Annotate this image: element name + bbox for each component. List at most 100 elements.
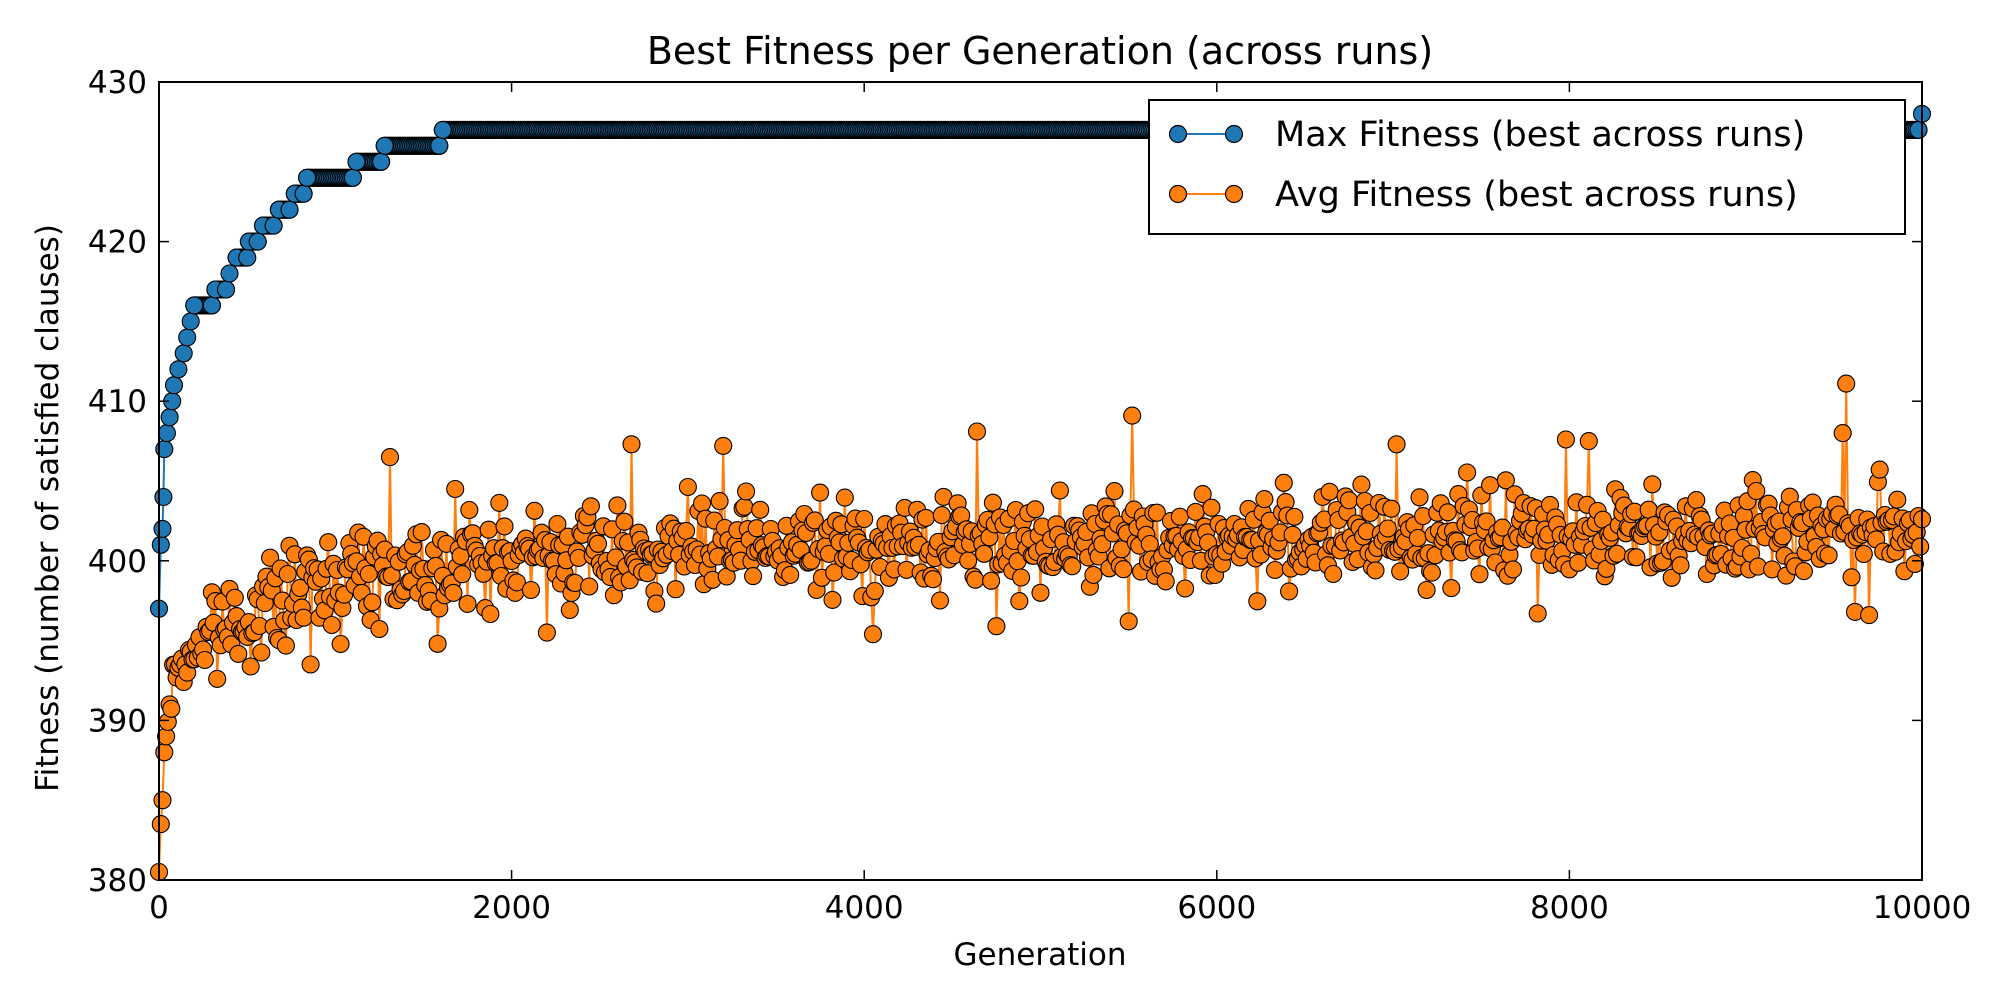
avg-fitness-point (1050, 481, 1069, 500)
avg-fitness-point (1255, 490, 1274, 509)
avg-fitness-point (622, 435, 641, 454)
y-tick-label: 410 (88, 384, 147, 420)
avg-fitness-point (1819, 546, 1838, 565)
avg-fitness-point (615, 512, 634, 531)
x-axis-label: Generation (954, 937, 1127, 973)
avg-fitness-point (982, 571, 1001, 590)
avg-fitness-point (208, 669, 227, 688)
legend-label-avg: Avg Fitness (best across runs) (1275, 175, 1798, 215)
avg-fitness-point (548, 514, 567, 534)
x-tick-label: 8000 (1530, 890, 1609, 926)
avg-fitness-point (1417, 580, 1436, 600)
avg-fitness-point (363, 593, 382, 612)
max-fitness-point (178, 328, 197, 347)
avg-fitness-point (1378, 519, 1397, 538)
avg-fitness-point (823, 590, 842, 609)
avg-fitness-point (276, 636, 295, 655)
avg-fitness-point (229, 644, 248, 663)
avg-fitness-point (1248, 592, 1267, 611)
avg-fitness-point (1639, 500, 1658, 519)
avg-fitness-point (1010, 592, 1029, 611)
avg-fitness-point (1470, 565, 1489, 584)
avg-fitness-point (967, 422, 987, 441)
max-fitness-point (372, 152, 391, 171)
max-fitness-point (264, 216, 283, 235)
avg-fitness-point (1170, 507, 1189, 526)
avg-fitness-point (490, 493, 509, 512)
avg-fitness-point (923, 570, 943, 589)
avg-fitness-point (319, 533, 338, 552)
max-fitness-point (433, 120, 452, 139)
avg-fitness-point (446, 479, 465, 499)
avg-fitness-point (1422, 563, 1441, 582)
avg-fitness-point (537, 623, 556, 642)
avg-fitness-point (959, 551, 978, 570)
avg-fitness-point (1870, 460, 1889, 479)
max-fitness-point (343, 168, 362, 187)
avg-fitness-point (1031, 583, 1050, 602)
avg-fitness-point (1339, 491, 1359, 510)
y-tick-label: 430 (88, 65, 147, 101)
avg-fitness-point (370, 619, 389, 639)
x-tick-label: 4000 (825, 890, 904, 926)
legend: Max Fitness (best across runs) Avg Fitne… (1148, 99, 1906, 235)
max-fitness-point (220, 264, 239, 283)
avg-fitness-point (1176, 579, 1195, 598)
max-fitness-point (181, 312, 200, 331)
avg-fitness-point (608, 496, 627, 515)
y-tick-label: 400 (88, 544, 147, 580)
avg-fitness-point (865, 581, 884, 601)
max-fitness-point (174, 344, 193, 363)
avg-fitness-point (835, 488, 854, 507)
avg-fitness-point (805, 511, 824, 530)
avg-fitness-point (647, 594, 666, 613)
max-fitness-point (160, 408, 179, 427)
avg-fitness-point (1285, 507, 1304, 526)
max-fitness-point (151, 535, 170, 554)
avg-fitness-point (495, 517, 514, 536)
avg-fitness-point (1147, 503, 1166, 522)
avg-fitness-point (301, 655, 320, 674)
avg-fitness-point (983, 493, 1002, 512)
avg-fitness-point (781, 565, 800, 584)
avg-fitness-point (1387, 435, 1406, 454)
legend-marker-avg (1168, 184, 1188, 204)
avg-fitness-point (322, 615, 341, 635)
avg-fitness-point (507, 573, 526, 592)
avg-fitness-point (1063, 557, 1082, 576)
max-fitness-point (347, 152, 366, 171)
avg-fitness-point (481, 604, 500, 624)
avg-fitness-point (479, 520, 498, 539)
avg-fitness-point (428, 634, 447, 653)
avg-fitness-point (966, 570, 985, 589)
x-tick-label: 2000 (472, 890, 551, 926)
axes: 0 2000 4000 6000 8000 10000 380 390 400 410 420 430 (88, 65, 1971, 926)
max-fitness-point (1909, 120, 1928, 139)
avg-fitness-point (678, 477, 697, 497)
avg-fitness-point (863, 625, 883, 644)
avg-fitness-point (1320, 482, 1339, 501)
max-fitness-point (375, 136, 394, 155)
max-fitness-point (238, 248, 257, 267)
avg-fitness-point (1156, 572, 1175, 591)
legend-marker-max (1168, 124, 1188, 144)
avg-fitness-point (1643, 475, 1662, 494)
avg-fitness-point (1391, 562, 1410, 581)
avg-fitness-point (987, 617, 1006, 636)
avg-fitness-point (932, 506, 951, 525)
y-tick-label: 390 (88, 703, 147, 739)
avg-fitness-point (975, 544, 994, 563)
avg-fitness-point (1084, 565, 1103, 584)
avg-fitness-point (1410, 488, 1429, 507)
avg-fitness-point (1837, 374, 1856, 393)
avg-fitness-point (331, 634, 350, 654)
avg-fitness-point (1911, 537, 1930, 556)
avg-fitness-point (1324, 564, 1343, 584)
avg-fitness-point (252, 643, 271, 662)
avg-fitness-point (811, 483, 830, 502)
max-fitness-point (430, 136, 449, 155)
avg-fitness-point (1579, 432, 1598, 451)
max-fitness-point (202, 296, 221, 315)
avg-fitness-point (1114, 560, 1133, 579)
avg-fitness-point (916, 508, 935, 527)
